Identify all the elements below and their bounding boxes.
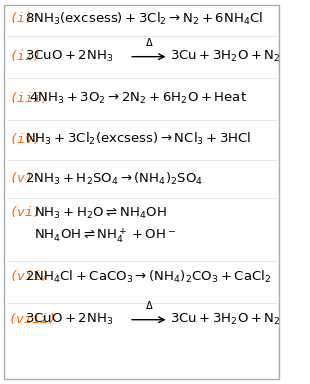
Text: $\mathregular{3CuO + 2NH_3}$: $\mathregular{3CuO + 2NH_3}$ [25,312,113,327]
Text: (v): (v) [10,172,34,185]
Text: $\mathregular{3Cu + 3H_2O + N_2}$: $\mathregular{3Cu + 3H_2O + N_2}$ [170,312,281,327]
Text: (vi): (vi) [10,207,42,220]
FancyBboxPatch shape [4,5,279,379]
Text: $\mathregular{NH_3 + H_2O \rightleftharpoons NH_4OH}$: $\mathregular{NH_3 + H_2O \rightleftharp… [34,205,166,220]
Text: (viii): (viii) [8,313,56,326]
Text: $\mathregular{4NH_3 + 3O_2 \rightarrow 2N_2 + 6H_2O + Heat}$: $\mathregular{4NH_3 + 3O_2 \rightarrow 2… [29,91,248,106]
Text: (i): (i) [10,12,34,25]
Text: (iii): (iii) [10,92,50,105]
Text: $\mathregular{2NH_3 + H_2SO_4 \rightarrow (NH_4)_2SO_4}$: $\mathregular{2NH_3 + H_2SO_4 \rightarro… [25,170,203,187]
Text: $\mathregular{2NH_4Cl + CaCO_3 \rightarrow (NH_4)_2CO_3 + CaCl_2}$: $\mathregular{2NH_4Cl + CaCO_3 \rightarr… [25,268,272,285]
Text: $\mathregular{3CuO + 2NH_3}$: $\mathregular{3CuO + 2NH_3}$ [25,49,113,64]
Text: (vii): (vii) [10,270,50,283]
Text: (ii): (ii) [10,50,42,63]
Text: $\mathregular{NH_4OH \rightleftharpoons NH_4^+ + OH^-}$: $\mathregular{NH_4OH \rightleftharpoons … [34,227,176,245]
Text: Δ: Δ [145,38,152,48]
Text: Δ: Δ [145,301,152,311]
Text: $\mathregular{8NH_3(excsess) + 3Cl_2 \rightarrow N_2 + 6NH_4Cl}$: $\mathregular{8NH_3(excsess) + 3Cl_2 \ri… [25,10,264,26]
Text: $\mathregular{NH_3 + 3Cl_2(excsess) \rightarrow NCl_3 + 3HCl}$: $\mathregular{NH_3 + 3Cl_2(excsess) \rig… [25,131,251,147]
Text: $\mathregular{3Cu + 3H_2O + N_2}$: $\mathregular{3Cu + 3H_2O + N_2}$ [170,49,281,64]
Text: (iv): (iv) [10,133,42,146]
